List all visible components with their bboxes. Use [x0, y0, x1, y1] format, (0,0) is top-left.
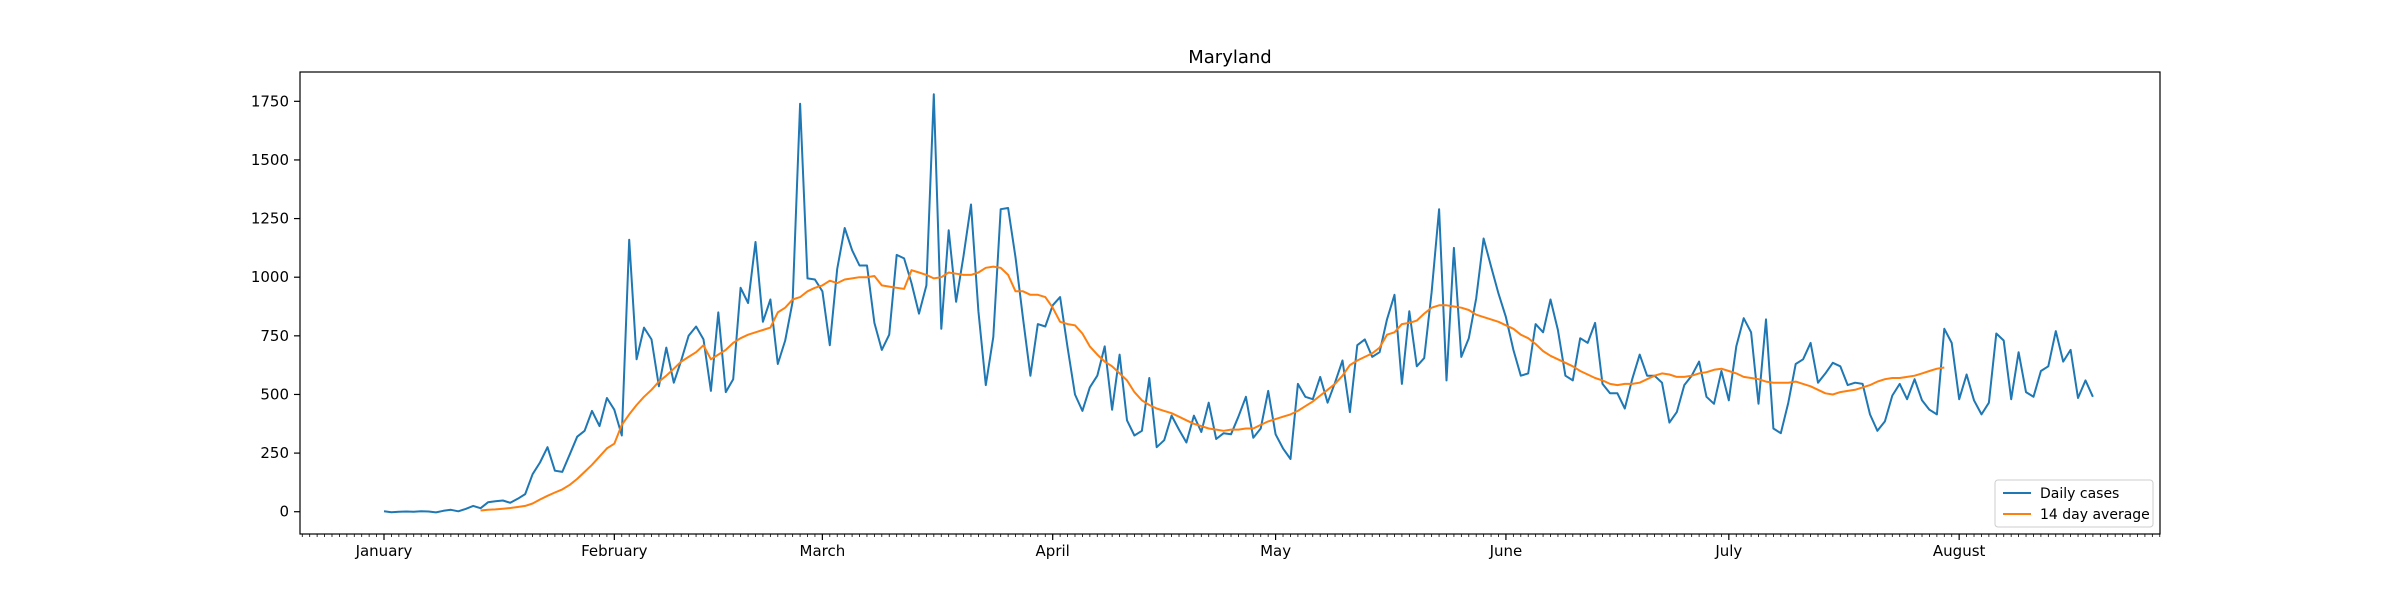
plot-frame	[299, 71, 2161, 535]
series-line-daily-cases	[383, 93, 2094, 514]
axes-layer: 0 250 500 750 1000 1250 1500 1750 January Februar…	[251, 92, 2161, 560]
y-tick-label: 500	[260, 385, 289, 403]
x-tick-label-january: January	[355, 542, 413, 560]
x-tick-label-july: July	[1714, 542, 1742, 560]
x-tick-label-march: March	[800, 542, 846, 560]
x-tick-label-august: August	[1933, 542, 1986, 560]
y-tick-label: 250	[260, 444, 289, 462]
y-tick-label: 1750	[251, 92, 289, 110]
y-tick-label: 1250	[251, 210, 289, 228]
chart-title: Maryland	[1188, 47, 1271, 68]
series-layer	[383, 93, 2094, 514]
x-tick-label-april: April	[1036, 542, 1070, 560]
y-tick-label: 1500	[251, 151, 289, 169]
x-tick-label-may: May	[1260, 542, 1291, 560]
legend-label-14-day-average: 14 day average	[2040, 507, 2150, 523]
legend-box	[1994, 479, 2154, 528]
y-tick-label: 0	[279, 503, 289, 521]
y-tick-label: 1000	[251, 268, 289, 286]
y-tick-label: 750	[260, 327, 289, 345]
legend: Daily cases 14 day average	[1994, 479, 2154, 528]
x-tick-label-june: June	[1489, 542, 1523, 560]
x-tick-label-february: February	[581, 542, 648, 560]
series-line-14-day-average	[480, 265, 1945, 512]
legend-label-daily-cases: Daily cases	[2040, 486, 2119, 502]
